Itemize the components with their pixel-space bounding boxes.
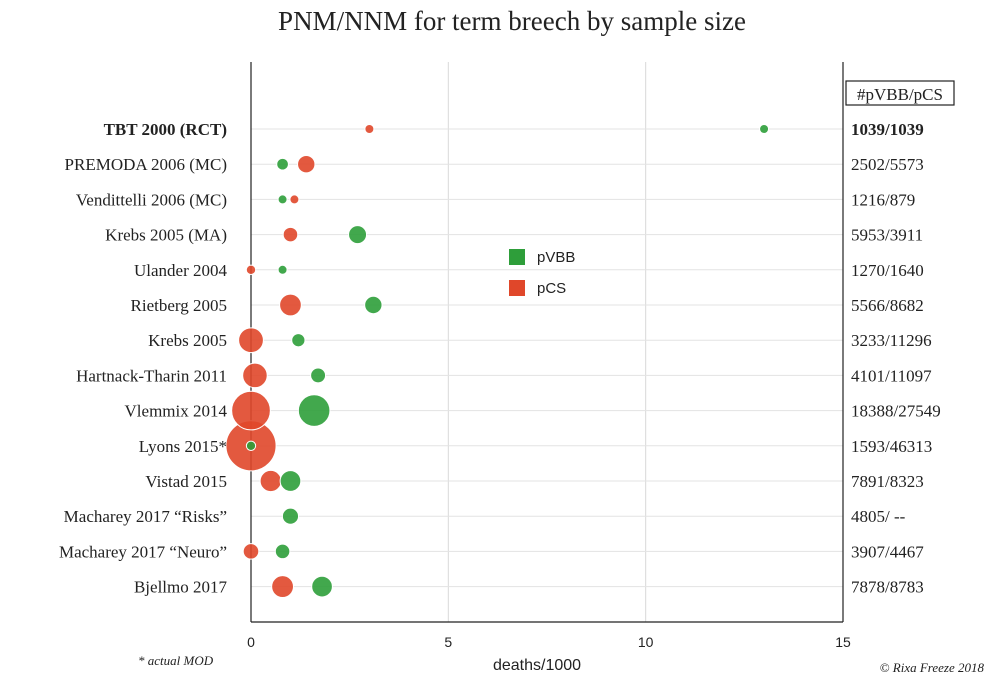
row-label: Krebs 2005 (MA) [105,226,227,245]
bubble-pcs [238,327,264,354]
bubble-pvbb [310,367,327,384]
right-header-box [845,80,955,106]
bubble-pvbb [245,440,257,451]
sample-size-label: 1270/1640 [851,261,924,280]
legend-swatch-pcs [509,280,525,296]
grid-lines [251,62,844,622]
row-label: Ulander 2004 [134,261,228,280]
bubble-pcs [364,124,375,134]
row-label: Rietberg 2005 [131,296,227,315]
sample-size-label: 3233/11296 [851,331,932,350]
sample-size-label: 2502/5573 [851,155,924,174]
row-label: Macharey 2017 “Risks” [64,507,227,526]
sample-size-label: 1216/879 [851,190,915,209]
sample-size-label: 18388/27549 [851,402,941,421]
row-label: TBT 2000 (RCT) [104,120,227,139]
row-label: Vlemmix 2014 [125,402,228,421]
sample-size-label: 4101/11097 [851,366,932,385]
bubbles [225,124,770,599]
sample-size-label: 1039/1039 [851,120,924,139]
bubble-pcs [271,575,294,599]
right-header-text: #pVBB/pCS [857,85,943,104]
sample-size-label: 4805/ -- [851,507,906,526]
right-header: #pVBB/pCS [845,80,955,106]
sample-size-label: 3907/4467 [851,542,924,561]
bubble-pvbb [281,507,300,525]
legend-swatch-pvbb [509,249,525,265]
x-tick-label: 10 [638,634,654,650]
x-tick-label: 0 [247,634,255,650]
credit: © Rixa Freeze 2018 [880,660,985,675]
bubble-pvbb [364,295,383,315]
legend: pVBB pCS [509,249,575,297]
row-label: Vistad 2015 [145,472,227,491]
bubble-pcs [297,155,316,174]
legend-label-pcs: pCS [537,280,566,297]
bubble-pvbb [279,470,302,492]
bubble-pcs [279,293,302,317]
bubble-pvbb [311,575,333,598]
x-tick-label: 15 [835,634,851,650]
sample-size-label: 7891/8323 [851,472,924,491]
row-label: Macharey 2017 “Neuro” [59,542,227,561]
sample-size-label: 1593/46313 [851,437,932,456]
row-label: PREMODA 2006 (MC) [65,155,227,174]
bubble-pvbb [274,543,291,560]
bubble-pvbb [759,124,770,134]
bubble-pvbb [277,194,288,205]
bubble-pcs [231,390,271,431]
row-label: Krebs 2005 [148,331,227,350]
bubble-pcs [289,194,300,205]
bubble-pcs [245,264,257,276]
legend-label-pvbb: pVBB [537,249,575,266]
chart-title: PNM/NNM for term breech by sample size [278,6,746,36]
sample-size-label: 5953/3911 [851,226,923,245]
sample-size-label: 5566/8682 [851,296,924,315]
x-axis-label: deaths/1000 [493,657,581,674]
row-labels: TBT 2000 (RCT) PREMODA 2006 (MC) Vendittel… [59,120,228,597]
bubble-pcs [259,469,282,493]
bubble-pvbb [276,157,289,171]
sample-size-label: 7878/8783 [851,578,924,597]
row-label: Vendittelli 2006 (MC) [76,190,227,209]
bubble-pcs [282,226,299,243]
bubble-pcs [242,362,268,389]
bubble-pcs [242,543,260,560]
row-label: Bjellmo 2017 [134,578,228,597]
row-label: Hartnack-Tharin 2011 [76,366,227,385]
x-tick-label: 5 [444,634,452,650]
footnote: * actual MOD [138,653,214,668]
bubble-pvbb [291,333,306,348]
sample-size-labels: 1039/1039 2502/5573 1216/879 5953/3911 1270/… [851,120,941,597]
bubble-pvbb [348,225,368,245]
bubble-pvbb [277,264,288,275]
row-label: Lyons 2015* [139,437,227,456]
bubble-pvbb [297,394,331,427]
axes: 0 5 10 15 [247,62,851,650]
